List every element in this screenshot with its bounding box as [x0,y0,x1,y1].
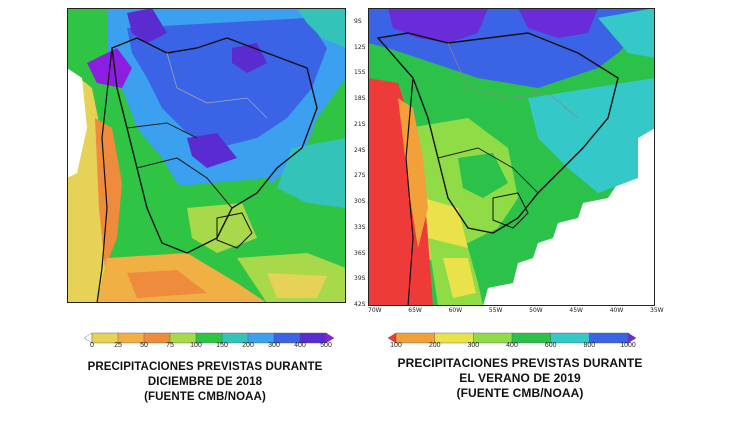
right-colorbar-swatches [387,332,637,344]
right-precipitation-map: 9S 12S 15S 18S 21S 24S 27S 30S 33S 36S 39S 42S 70W 6… [354,7,664,314]
right-colorbar-tick-label: 1000 [620,342,636,349]
lat-label: 36S [354,249,366,257]
lat-label: 15S [354,69,366,77]
lon-label: 35W [650,307,664,314]
right-caption-line1: PRECIPITACIONES PREVISTAS DURANTE [397,356,643,370]
lat-label: 30S [354,198,366,206]
right-colorbar-tick-label: 300 [467,342,480,349]
left-colorbar-ticks: 0 25 50 75 100 150 200 300 400 500 [84,342,334,352]
lon-label: 55W [488,307,503,314]
lat-label: 18S [354,95,366,103]
left-map-frame [67,8,346,303]
left-caption-line2: DICIEMBRE DE 2018 [147,376,263,388]
left-colorbar-tick-label: 300 [268,342,280,349]
left-colorbar-tick-label: 150 [216,342,228,349]
left-colorbar-tick-label: 75 [166,342,174,349]
right-colorbar-tick-label: 200 [428,342,441,349]
lat-label: 39S [354,275,366,283]
lon-label: 70W [368,307,382,314]
left-caption: PRECIPITACIONES PREVISTAS DURANTE DICIEM… [60,360,350,405]
right-colorbar-tick-label: 600 [544,342,557,349]
left-colorbar-swatch [325,332,335,344]
left-caption-line1: PRECIPITACIONES PREVISTAS DURANTE [87,361,323,373]
right-caption: PRECIPITACIONES PREVISTAS DURANTE EL VER… [370,356,670,401]
lat-label: 33S [354,223,366,231]
right-colorbar: 100 200 300 400 600 800 1000 [387,331,637,353]
left-colorbar-tick-label: 400 [294,342,306,349]
right-colorbar-tick-label: 100 [390,342,402,349]
lon-label: 60W [448,307,463,314]
left-colorbar-tick-label: 50 [140,342,148,349]
lat-label: 24S [354,146,366,154]
right-colorbar-swatch [627,332,637,344]
left-colorbar-tick-label: 25 [114,342,122,349]
right-caption-line2: EL VERANO DE 2019 [459,371,581,385]
lat-label: 9S [354,18,362,25]
right-colorbar-ticks: 100 200 300 400 600 800 1000 [388,342,636,352]
right-colorbar-tick-label: 400 [506,342,518,349]
left-colorbar-tick-label: 100 [190,342,202,349]
lon-label: 50W [529,307,543,314]
left-colorbar-tick-label: 0 [90,342,94,349]
left-colorbar-tick-label: 500 [320,342,332,349]
left-colorbar-tick-label: 200 [242,342,254,349]
left-colorbar-swatches [83,332,335,344]
lat-label: 12S [354,43,366,51]
lon-label: 45W [569,307,583,314]
lon-label: 65W [408,307,422,314]
right-map-graphic [368,7,655,307]
left-caption-line3: (FUENTE CMB/NOAA) [144,391,266,403]
lat-label: 21S [354,120,366,128]
lat-label: 42S [354,301,366,308]
left-colorbar: 0 25 50 75 100 150 200 300 400 500 [83,331,335,353]
right-caption-line3: (FUENTE CMB/NOAA) [456,386,584,400]
lat-label: 27S [354,172,366,180]
right-map-frame [368,8,655,306]
right-colorbar-tick-label: 800 [583,342,596,349]
lon-label: 40W [609,307,624,314]
left-map-graphic [67,8,346,304]
left-precipitation-map [67,8,346,304]
